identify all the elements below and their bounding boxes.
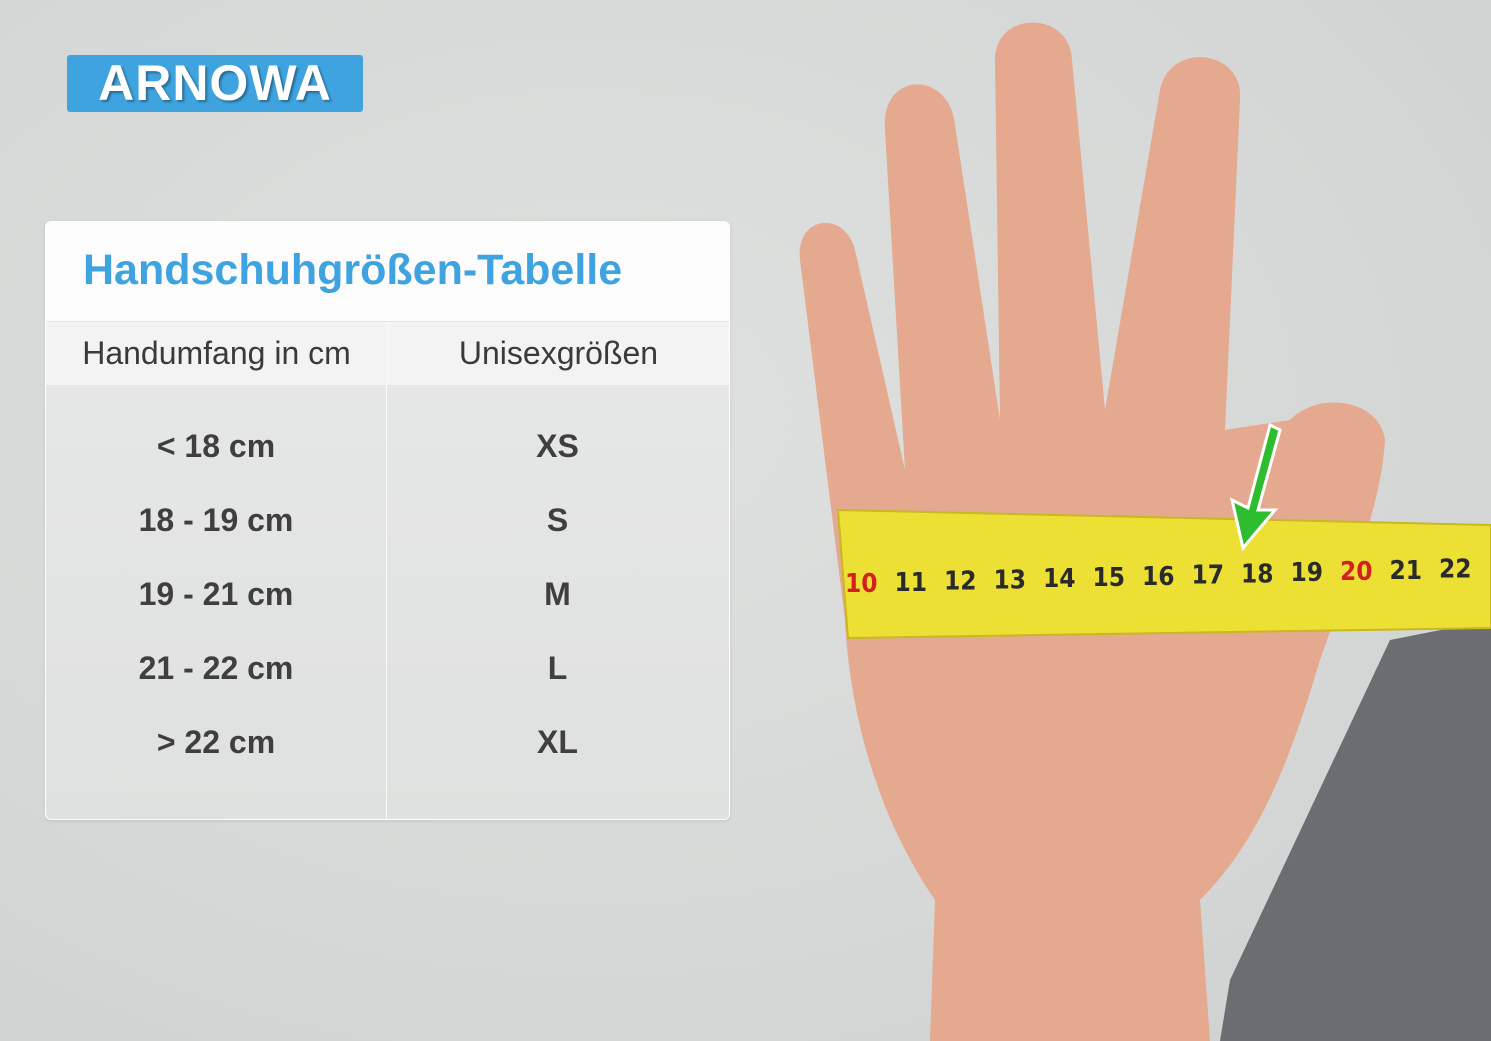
- tape-label: 11: [895, 568, 928, 598]
- tape-label: 17: [1192, 561, 1225, 591]
- tape-label: 22: [1439, 555, 1472, 585]
- tape-label: 20: [1340, 557, 1373, 587]
- tape-label: 14: [1043, 564, 1076, 594]
- sleeve: [1220, 620, 1491, 1041]
- table-cell: < 18 cm: [156, 428, 276, 464]
- table-header-row: Handumfang in cm Unisexgrößen: [46, 322, 729, 385]
- tape-label: 18: [1241, 559, 1274, 589]
- hand-measurement-photo: 10 11 12 13 14 15 16 17 18 19 20 21 22: [799, 22, 1491, 1041]
- table-cell: > 22 cm: [156, 724, 276, 760]
- tape-label: 12: [944, 567, 977, 597]
- table-title: Handschuhgrößen-Tabelle: [46, 222, 729, 322]
- table-cell: S: [546, 502, 569, 538]
- table-cell: 18 - 19 cm: [138, 502, 294, 538]
- green-arrow-icon: [1229, 422, 1282, 552]
- table-cell: M: [544, 576, 571, 612]
- tape-label: 19: [1291, 558, 1324, 588]
- arnowa-logo: ARNOWA: [67, 55, 363, 112]
- size-table: Handschuhgrößen-Tabelle Handumfang in cm…: [45, 221, 730, 820]
- header-size: Unisexgrößen: [458, 335, 659, 371]
- table-cell: XS: [536, 428, 579, 464]
- tape-label: 15: [1093, 563, 1126, 593]
- table-cell: 21 - 22 cm: [138, 650, 294, 686]
- header-circumference: Handumfang in cm: [46, 322, 388, 385]
- tape-label: 13: [994, 565, 1027, 595]
- size-column: XS S M L XL: [387, 385, 728, 819]
- table-cell: L: [547, 650, 568, 686]
- circumference-column: < 18 cm 18 - 19 cm 19 - 21 cm 21 - 22 cm…: [46, 385, 387, 819]
- tape-label: 21: [1390, 556, 1423, 586]
- tape-label: 16: [1142, 562, 1175, 592]
- table-body: < 18 cm 18 - 19 cm 19 - 21 cm 21 - 22 cm…: [46, 385, 729, 819]
- table-cell: XL: [537, 724, 578, 760]
- table-cell: 19 - 21 cm: [138, 576, 294, 612]
- tape-label: 10: [845, 569, 878, 599]
- tape-measure: [836, 508, 1491, 640]
